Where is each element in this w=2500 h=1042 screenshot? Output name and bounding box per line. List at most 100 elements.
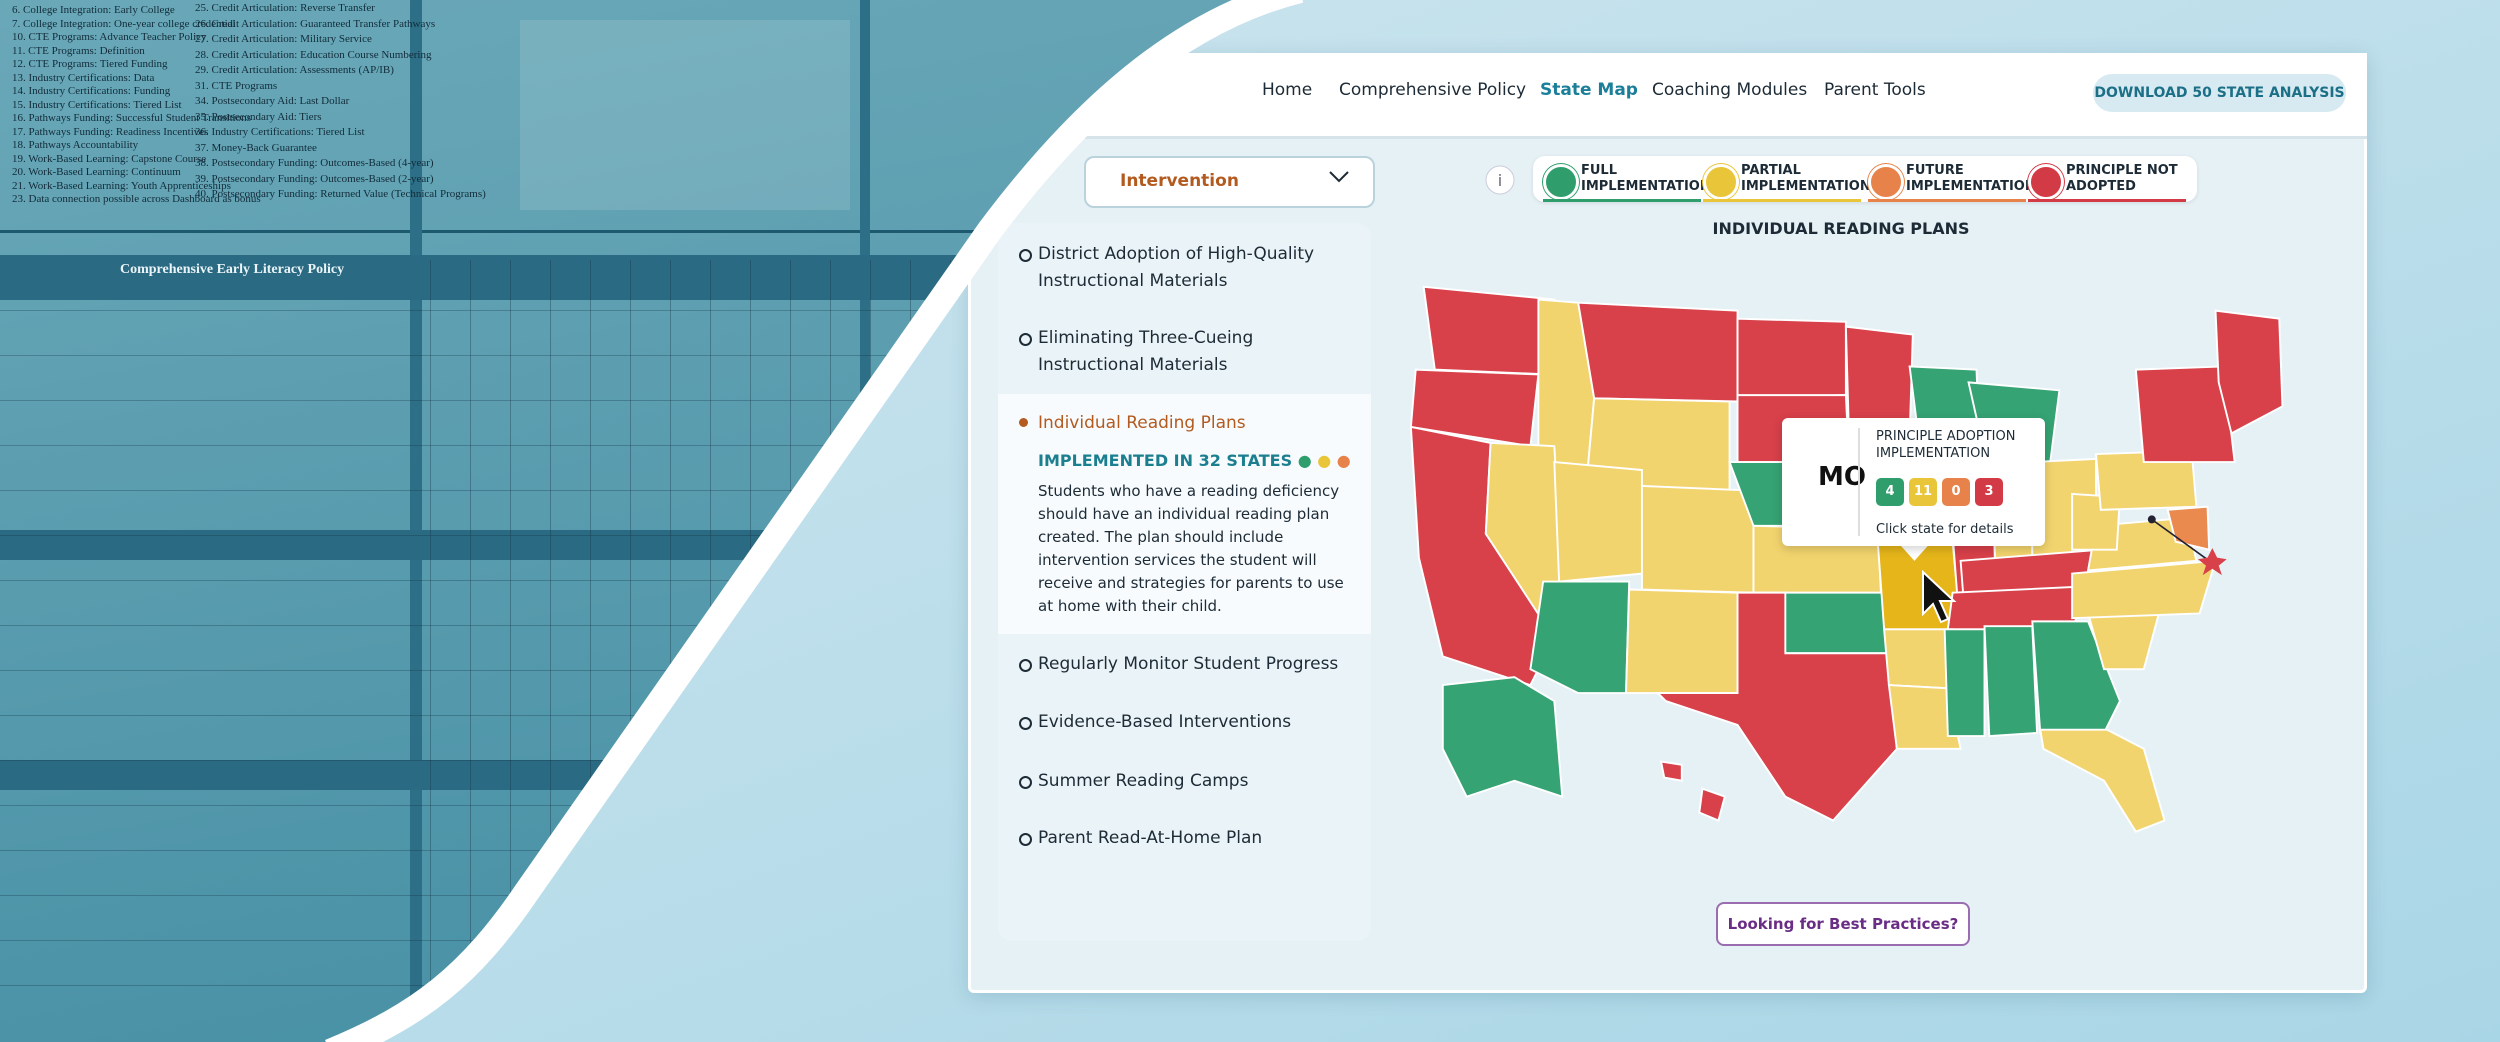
item-bullet <box>1019 659 1032 672</box>
nav-link[interactable]: Coaching Modules <box>1652 80 1808 100</box>
state[interactable] <box>1943 628 1986 738</box>
legend-swatch <box>1703 164 1739 200</box>
state[interactable] <box>2134 365 2236 464</box>
description: Students who have a reading deficiency s… <box>1038 482 1344 615</box>
collage-block <box>0 400 1000 401</box>
collage-line: 10. CTE Programs: Advance Teacher Policy <box>12 31 207 43</box>
collage-line: 19. Work-Based Learning: Capstone Course <box>12 152 207 165</box>
sidebar-item[interactable]: District Adoption of High-Quality Instru… <box>1038 244 1315 291</box>
map-marker <box>2147 515 2156 524</box>
collage-line: 28. Credit Articulation: Education Cours… <box>195 48 432 61</box>
collage-line: 23. Data connection possible across Dash… <box>12 193 261 205</box>
collage-line: 31. CTE Programs <box>195 79 278 92</box>
collage-block <box>0 625 1000 626</box>
legend-label: FUTURE IMPLEMENTATION <box>1906 163 2036 194</box>
sidebar-item[interactable]: Parent Read-At-Home Plan <box>1038 828 1263 848</box>
collage-block <box>470 260 471 1040</box>
collage-block <box>0 670 1000 671</box>
collage-block <box>0 310 1000 311</box>
best-practices-button[interactable]: Looking for Best Practices? <box>1716 902 1970 946</box>
collage-line: 20. Work-Based Learning: Continuum <box>12 166 181 178</box>
tooltip-hint: Click state for details <box>1876 522 2014 537</box>
state[interactable] <box>1655 591 1898 822</box>
state[interactable] <box>1441 676 1564 799</box>
collage-block <box>430 260 431 1040</box>
sidebar-item[interactable]: Eliminating Three-Cueing Instructional M… <box>1038 328 1254 375</box>
svg-text:i: i <box>1498 171 1502 190</box>
sidebar-item[interactable]: Evidence-Based Interventions <box>1038 712 1292 732</box>
collage-block <box>0 895 1000 896</box>
item-bullet <box>1019 776 1032 789</box>
collage-block <box>630 260 631 1040</box>
legend-swatch <box>1868 164 1904 200</box>
collage-block <box>0 255 1000 300</box>
item-bullet <box>1019 418 1028 427</box>
nav-link[interactable]: State Map <box>1540 80 1638 100</box>
collage-line: 35. Postsecondary Aid: Tiers <box>195 110 322 123</box>
tooltip-state: MO <box>1818 462 1866 492</box>
collage-line: 38. Postsecondary Funding: Outcomes-Base… <box>195 157 434 169</box>
sidebar-item[interactable]: Individual Reading Plans <box>1038 413 1246 433</box>
legend-swatch <box>2028 164 2064 200</box>
legend-label: FULL IMPLEMENTATION <box>1581 163 1711 194</box>
state[interactable] <box>1659 760 1683 782</box>
collage-block <box>0 535 1000 536</box>
collage-title: Comprehensive Early Literacy Policy <box>120 262 345 277</box>
state[interactable] <box>1529 580 1631 695</box>
download-button[interactable]: DOWNLOAD 50 STATE ANALYSIS <box>2093 74 2346 112</box>
collage-block <box>0 850 1000 851</box>
collage-block <box>670 260 671 1040</box>
info-icon[interactable]: i <box>1485 165 1515 195</box>
collage-block <box>0 445 1000 446</box>
collage-line: 40. Postsecondary Funding: Returned Valu… <box>195 188 486 200</box>
collage-line: 21. Work-Based Learning: Youth Apprentic… <box>12 179 231 192</box>
sidebar-item[interactable]: Summer Reading Camps <box>1038 771 1249 791</box>
item-bullet <box>1019 333 1032 346</box>
collage-block <box>0 715 1000 716</box>
dropdown[interactable] <box>1084 156 1375 208</box>
state[interactable] <box>2214 309 2284 435</box>
collage-line: 17. Pathways Funding: Readiness Incentiv… <box>12 125 209 138</box>
collage-line: 29. Credit Articulation: Assessments (AP… <box>195 64 394 76</box>
state[interactable] <box>1983 625 2039 738</box>
item-bullet <box>1019 717 1032 730</box>
dropdown-label: Intervention <box>1120 171 1239 191</box>
legend-underline <box>1868 199 2026 202</box>
legend-label: PRINCIPLE NOT ADOPTED <box>2066 163 2178 194</box>
legend-underline <box>1703 199 1861 202</box>
collage-line: 15. Industry Certifications: Tiered List <box>12 98 182 111</box>
sidebar-item[interactable]: Regularly Monitor Student Progress <box>1038 654 1339 674</box>
legend-swatch <box>1543 164 1579 200</box>
legend-underline <box>2028 199 2186 202</box>
item-bullet <box>1019 249 1032 262</box>
collage-line: 37. Money-Back Guarantee <box>195 141 317 154</box>
collage-line: 14. Industry Certifications: Funding <box>12 85 171 97</box>
state[interactable] <box>2071 559 2217 620</box>
collage-block <box>550 260 551 1040</box>
collage-line: 25. Credit Articulation: Reverse Transfe… <box>195 2 375 14</box>
item-bullet <box>1019 833 1032 846</box>
state[interactable] <box>1887 684 1962 750</box>
state[interactable] <box>2039 728 2166 833</box>
nav-link[interactable]: Home <box>1262 80 1313 100</box>
collage-line: 39. Postsecondary Funding: Outcomes-Base… <box>195 172 434 185</box>
collage-block <box>0 760 1000 761</box>
count-badge: 3 <box>1975 478 2003 506</box>
collage-line: 6. College Integration: Early College <box>12 4 175 16</box>
nav-link[interactable]: Parent Tools <box>1824 80 1926 100</box>
collage-line: 18. Pathways Accountability <box>12 139 139 151</box>
collage-line: 16. Pathways Funding: Successful Student… <box>12 112 251 124</box>
map-marker <box>2197 548 2227 576</box>
status-text: IMPLEMENTED IN 32 STATES <box>1038 451 1293 470</box>
map-title: INDIVIDUAL READING PLANS <box>1712 219 1970 238</box>
status: IMPLEMENTED IN 32 STATES ● ● ● <box>1038 451 1351 470</box>
collage-block <box>590 260 591 1040</box>
collage-block <box>0 490 1000 491</box>
nav-link[interactable]: Comprehensive Policy <box>1339 80 1527 100</box>
count-badge: 11 <box>1909 478 1937 506</box>
active-item-bg <box>998 394 1371 634</box>
collage-line: 27. Credit Articulation: Military Servic… <box>195 33 372 45</box>
state[interactable] <box>1698 787 1726 822</box>
